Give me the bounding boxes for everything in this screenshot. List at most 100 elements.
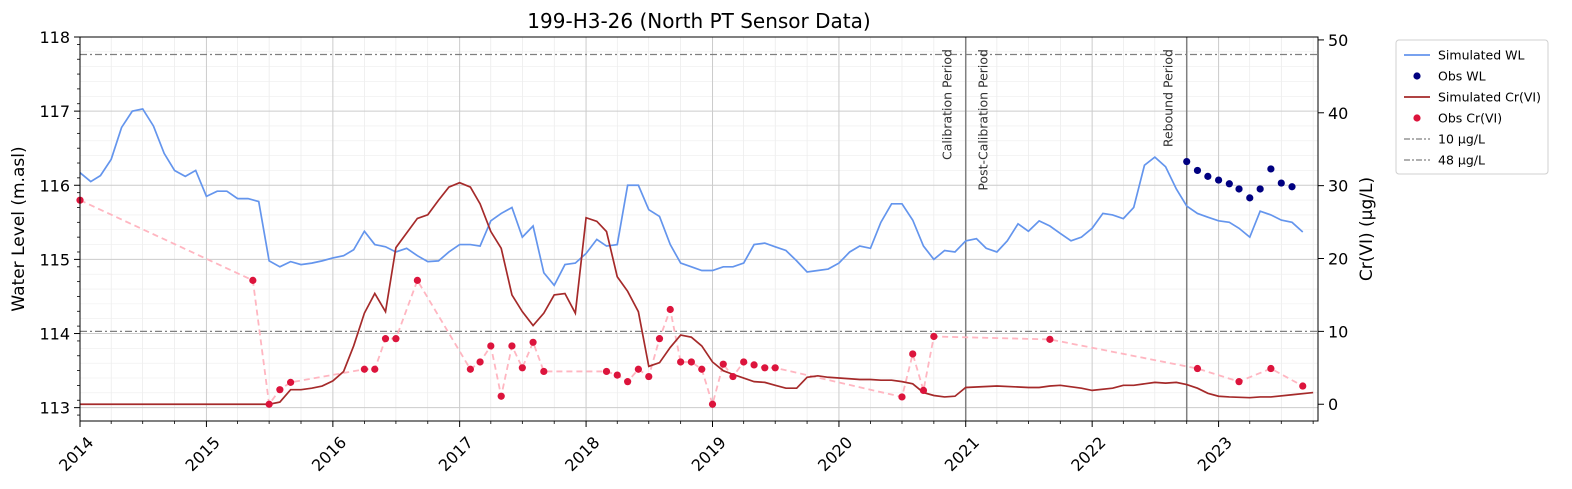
chart-title: 199-H3-26 (North PT Sensor Data) xyxy=(527,9,870,33)
obs-crvi-point xyxy=(466,365,474,373)
obs-crvi-point xyxy=(1235,378,1243,386)
legend-label: Simulated Cr(VI) xyxy=(1438,90,1541,105)
obs-crvi-point xyxy=(413,276,421,284)
threshold-lines xyxy=(80,53,1318,333)
obs-crvi-point xyxy=(634,365,642,373)
legend-box xyxy=(1395,39,1549,175)
obs-crvi-point xyxy=(392,335,400,343)
x-tick-label: 2023 xyxy=(1194,433,1236,475)
obs-wl-point xyxy=(1235,185,1243,193)
obs-crvi-point xyxy=(698,365,706,373)
x-tick-label: 2018 xyxy=(561,433,603,475)
y2-tick-label: 20 xyxy=(1328,250,1348,269)
obs-wl-point xyxy=(1183,157,1191,166)
obs-crvi-point xyxy=(476,358,484,366)
legend-dot-swatch xyxy=(1413,114,1421,122)
simulated-wl-line xyxy=(79,107,1304,287)
obs-crvi-point xyxy=(497,392,505,400)
period-label: Rebound Period xyxy=(1161,49,1176,147)
plot-series xyxy=(76,107,1314,408)
obs-crvi-point xyxy=(360,365,368,373)
x-tick-label: 2017 xyxy=(435,433,477,475)
y2-tick-label: 30 xyxy=(1328,177,1348,196)
obs-crvi-point xyxy=(265,400,273,408)
obs-wl-point xyxy=(1288,183,1296,191)
obs-crvi-point xyxy=(602,367,611,376)
obs-crvi-point xyxy=(677,358,685,366)
obs-crvi-point xyxy=(750,361,758,369)
legend-label: Obs WL xyxy=(1438,69,1486,84)
obs-crvi-point xyxy=(1193,364,1202,373)
y-tick-label: 118 xyxy=(39,28,70,47)
obs-crvi-point xyxy=(1267,364,1275,373)
obs-crvi-point xyxy=(909,350,917,358)
obs-crvi-connector-line xyxy=(79,199,1304,408)
legend-dot-swatch xyxy=(1413,72,1421,80)
obs-crvi-point xyxy=(645,372,653,381)
y-axis-label: Water Level (m.asl) xyxy=(9,146,29,311)
obs-crvi-point xyxy=(529,338,537,346)
obs-crvi-point xyxy=(540,367,548,376)
obs-crvi-point xyxy=(287,378,295,386)
obs-crvi-point xyxy=(276,386,284,394)
obs-crvi-point xyxy=(624,378,632,386)
obs-crvi-point xyxy=(740,358,748,366)
y-tick-label: 115 xyxy=(39,250,70,269)
obs-wl-point xyxy=(1256,185,1264,193)
y-tick-label: 114 xyxy=(39,325,70,344)
obs-crvi-point xyxy=(381,335,390,343)
obs-crvi-point xyxy=(249,276,257,284)
y2-tick-label: 10 xyxy=(1328,322,1348,341)
obs-wl-point xyxy=(1277,179,1285,187)
obs-crvi-point xyxy=(1046,335,1054,343)
x-tick-label: 2015 xyxy=(182,433,224,475)
y2-tick-label: 50 xyxy=(1328,31,1348,50)
x-tick-label: 2019 xyxy=(688,433,730,475)
legend-label: 10 µg/L xyxy=(1438,132,1485,147)
obs-crvi-point xyxy=(898,393,906,401)
obs-crvi-point xyxy=(708,400,717,408)
obs-wl-point xyxy=(1214,176,1223,184)
y-tick-label: 113 xyxy=(39,399,70,418)
obs-crvi-point xyxy=(771,364,779,372)
obs-wl-point xyxy=(1246,194,1254,202)
obs-wl-point xyxy=(1225,180,1233,188)
obs-wl-point xyxy=(1267,165,1275,173)
plot-frame xyxy=(79,36,1319,422)
y2-tick-label: 0 xyxy=(1328,395,1338,414)
period-label: Post-Calibration Period xyxy=(976,49,991,191)
x-tick-label: 2021 xyxy=(941,433,983,475)
obs-crvi-point xyxy=(371,365,379,373)
obs-crvi-point xyxy=(518,364,526,372)
obs-crvi-point xyxy=(655,335,664,343)
obs-crvi-point xyxy=(687,358,695,366)
obs-crvi-point xyxy=(613,371,621,379)
x-tick-label: 2020 xyxy=(814,433,856,475)
obs-crvi-point xyxy=(508,342,516,350)
obs-wl-point xyxy=(1204,172,1212,180)
obs-crvi-point xyxy=(729,372,737,381)
x-tick-label: 2022 xyxy=(1067,433,1109,475)
obs-crvi-point xyxy=(487,342,495,350)
period-label: Calibration Period xyxy=(940,49,955,160)
y2-axis-label: Cr(VI) (µg/L) xyxy=(1357,177,1377,281)
legend-label: Simulated WL xyxy=(1438,48,1524,63)
y-tick-label: 116 xyxy=(39,176,70,195)
obs-crvi-point xyxy=(761,364,769,372)
obs-wl-point xyxy=(1193,166,1202,175)
obs-crvi-point xyxy=(930,332,938,341)
legend-label: 48 µg/L xyxy=(1438,153,1485,168)
obs-crvi-point xyxy=(1299,382,1307,390)
grid xyxy=(79,36,1318,421)
legend: Simulated WL Obs WL Simulated Cr(VI) Obs Cr… xyxy=(1395,39,1549,175)
legend-label: Obs Cr(VI) xyxy=(1438,111,1502,126)
obs-crvi-point xyxy=(919,386,928,394)
y-tick-label: 117 xyxy=(39,102,70,121)
obs-crvi-point xyxy=(719,360,727,368)
period-markers: Calibration Period Post-Calibration Perio… xyxy=(940,37,1188,421)
obs-crvi-point xyxy=(666,305,674,314)
x-tick-label: 2016 xyxy=(308,433,350,475)
x-tick-label: 2014 xyxy=(55,433,97,475)
y2-tick-label: 40 xyxy=(1328,104,1348,123)
